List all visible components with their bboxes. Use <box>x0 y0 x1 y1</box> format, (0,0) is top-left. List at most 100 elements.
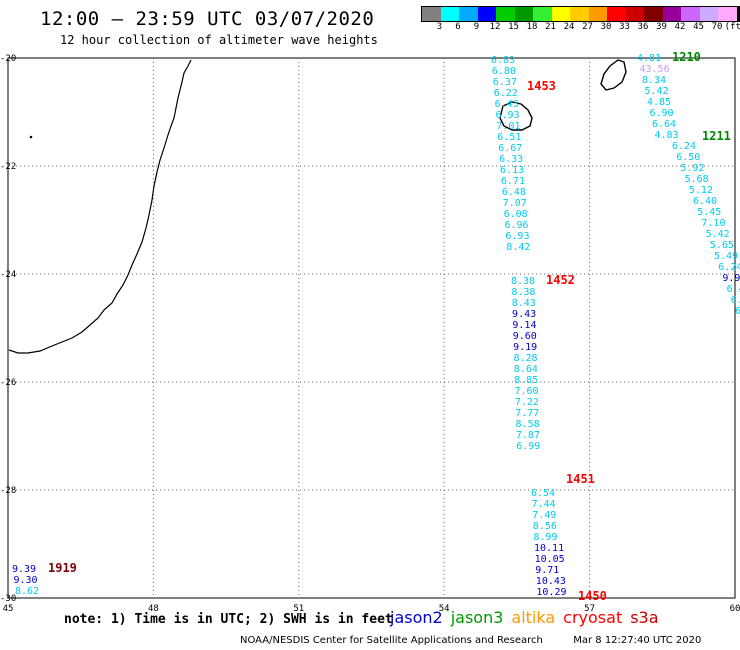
color-swatch <box>459 7 478 21</box>
wave-height-value: 7.01 <box>496 121 520 132</box>
pass-time-label: 1451 <box>566 472 595 486</box>
wave-height-value: 8.38 <box>511 276 535 287</box>
pass-time-label: 1919 <box>48 561 77 575</box>
track-pass-1451: 6.547.447.498.568.9910.1110.059.7110.431… <box>531 472 595 598</box>
wave-height-value: 8.34 <box>642 75 666 86</box>
wave-height-value: 5.42 <box>706 229 730 240</box>
coastlines <box>8 59 627 354</box>
wave-height-value: 5.45 <box>697 207 721 218</box>
wave-height-value: 8.58 <box>516 419 540 430</box>
wave-height-value: 10.11 <box>534 543 564 554</box>
color-scale-bar <box>421 6 740 22</box>
footer-source: NOAA/NESDIS Center for Satellite Applica… <box>240 635 543 646</box>
footer-credit: NOAA/NESDIS Center for Satellite Applica… <box>240 635 701 646</box>
wave-height-value: 9.14 <box>512 320 536 331</box>
color-scale-label: 39 <box>656 22 667 32</box>
wave-height-value: 8.43 <box>512 298 536 309</box>
wave-height-value: 5.42 <box>645 86 669 97</box>
color-scale-label: 6 <box>455 22 461 32</box>
wave-height-value: 6.93 <box>496 110 520 121</box>
satellite-legend: jason2 jason3 altika cryosat s3a <box>390 608 667 627</box>
wave-height-value: 9.43 <box>512 309 536 320</box>
track-pass-1452: 8.388.388.439.439.149.609.198.288.648.85… <box>511 273 575 452</box>
color-scale-label: 3 <box>436 22 443 32</box>
map-title: 12:00 — 23:59 UTC 03/07/2020 <box>40 8 375 30</box>
wave-height-value: 10.29 <box>536 587 566 598</box>
color-swatch <box>477 7 496 21</box>
wave-height-value: 6.80 <box>492 66 516 77</box>
track-pass-1211: 6.246.505.925.685.126.405.457.105.425.65… <box>672 129 740 317</box>
color-scale-label: 21 <box>545 22 556 32</box>
lat-tick-label: -22 <box>0 162 16 172</box>
wave-height-value: 6.93 <box>505 231 529 242</box>
map-frame <box>7 57 736 599</box>
wave-height-value: 6.83 <box>491 55 515 66</box>
color-swatch <box>514 7 533 21</box>
wave-height-value: 7.22 <box>515 397 539 408</box>
wave-height-value: 6.37 <box>493 77 517 88</box>
pass-time-label: 1210 <box>672 50 701 64</box>
wave-height-value: 6.33 <box>499 154 523 165</box>
wave-height-value: 43.56 <box>640 64 670 75</box>
altimeter-tracks: 6.836.806.376.226.436.937.016.516.676.33… <box>12 50 740 603</box>
wave-height-value: 9.19 <box>513 342 537 353</box>
wave-height-value: 5.65 <box>710 240 734 251</box>
wave-height-value: 6.67 <box>498 143 522 154</box>
wave-height-value: 8.56 <box>533 521 557 532</box>
wave-height-value: 6 <box>735 306 740 317</box>
lat-tick-label: -20 <box>0 54 16 64</box>
footer-timestamp: Mar 8 12:27:40 UTC 2020 <box>573 635 702 646</box>
track-pass-1453: 6.836.806.376.226.436.937.016.516.676.33… <box>491 55 556 253</box>
color-swatch <box>551 7 570 21</box>
wave-height-value: 6.51 <box>497 132 521 143</box>
wave-height-value: 6.71 <box>501 176 525 187</box>
wave-height-value: 8.28 <box>513 353 537 364</box>
wave-height-value: 4.85 <box>647 97 671 108</box>
color-scale-label: 70 <box>711 22 723 32</box>
wave-height-value: 9.71 <box>535 565 559 576</box>
color-swatch <box>440 7 459 21</box>
wave-height-value: 7.49 <box>532 510 556 521</box>
wave-height-value: 8.38 <box>511 287 535 298</box>
lat-tick-label: -26 <box>0 378 16 388</box>
color-scale-label: 45 <box>693 22 704 32</box>
wave-height-value: 6.22 <box>494 88 518 99</box>
color-swatch <box>644 7 663 21</box>
color-swatch <box>625 7 644 21</box>
color-scale-label: 30 <box>600 22 612 32</box>
color-scale-label: 27 <box>582 22 593 32</box>
wave-height-value: 5.68 <box>685 174 709 185</box>
color-scale-label: 24 <box>563 22 575 32</box>
lon-tick-label: 57 <box>584 604 595 614</box>
wave-height-value: 8.99 <box>533 532 557 543</box>
wave-height-value: 7.44 <box>532 499 556 510</box>
wave-height-value: 10.43 <box>536 576 566 587</box>
wave-height-value: 6.08 <box>504 209 528 220</box>
color-swatch <box>662 7 681 21</box>
wave-height-value: 6.99 <box>516 441 540 452</box>
wave-height-value: 9.98 <box>722 273 740 284</box>
legend-s3a: s3a <box>630 608 659 627</box>
color-scale-label: 42 <box>674 22 686 32</box>
wave-height-value: 7.07 <box>503 198 527 209</box>
legend-jason3: jason3 <box>450 608 504 627</box>
wave-height-value: 9.39 <box>12 564 36 575</box>
lon-tick-label: 45 <box>3 604 14 614</box>
color-scale-label: 15 <box>508 22 519 32</box>
wave-height-value: 9.60 <box>513 331 537 342</box>
wave-height-value: 6. <box>731 295 740 306</box>
wave-height-value: 7.10 <box>701 218 725 229</box>
pass-time-label: 1450 <box>578 589 607 603</box>
wave-height-value: 6.96 <box>505 220 529 231</box>
lon-tick-label: 48 <box>148 604 159 614</box>
lon-tick-label: 54 <box>439 604 450 614</box>
color-scale-label: 36 <box>637 22 649 32</box>
wave-height-value: 6.64 <box>652 119 676 130</box>
wave-height-value: 6.24 <box>672 141 696 152</box>
wave-height-value: 9.30 <box>14 575 38 586</box>
track-pass-1450: 1450 <box>578 589 607 603</box>
footnote: note: 1) Time is in UTC; 2) SWH is in fe… <box>64 612 393 627</box>
lat-tick-label: -24 <box>0 270 16 280</box>
